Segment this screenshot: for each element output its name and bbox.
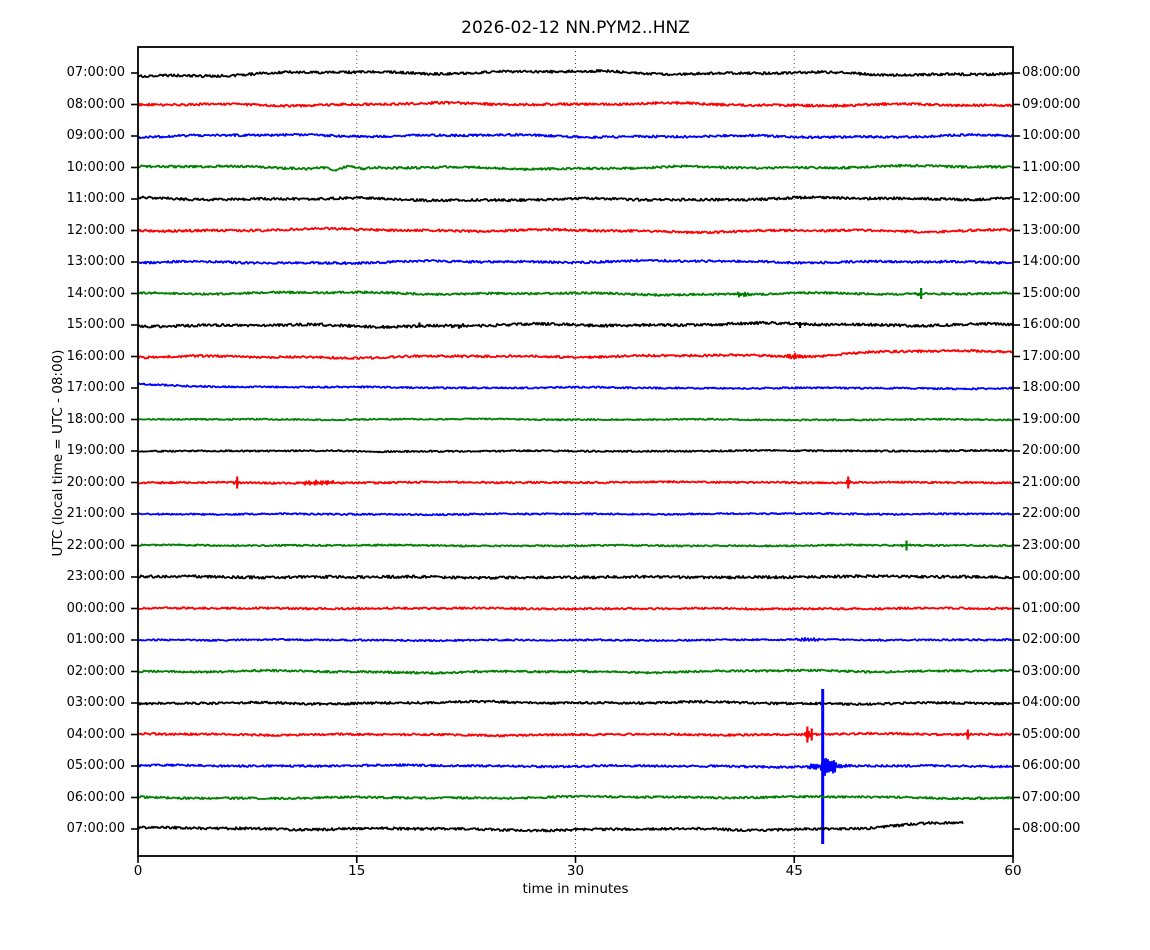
x-axis-label: time in minutes	[522, 881, 629, 897]
row-end-time-label: 20:00:00	[1022, 443, 1081, 458]
row-start-time-label: 08:00:00	[66, 96, 125, 112]
row-start-time-label: 20:00:00	[66, 474, 125, 490]
trace-row-18:00:00	[137, 417, 1014, 422]
row-end-time-label: 02:00:00	[1022, 632, 1081, 647]
trace-row-11:00:00	[137, 195, 1014, 203]
trace-row-02:00:00	[137, 668, 1014, 675]
row-start-time-label: 14:00:00	[66, 285, 125, 301]
trace-row-03:00:00	[137, 699, 1014, 706]
row-end-time-label: 06:00:00	[1022, 758, 1081, 773]
row-end-time-label: 04:00:00	[1022, 695, 1081, 710]
row-start-time-label: 01:00:00	[66, 632, 125, 647]
row-start-time-label: 23:00:00	[66, 569, 125, 584]
row-start-time-label: 15:00:00	[66, 317, 125, 332]
x-tick-label-60: 60	[1004, 863, 1022, 879]
row-end-time-label: 07:00:00	[1022, 789, 1081, 805]
row-start-time-label: 13:00:00	[66, 254, 125, 269]
row-start-time-label: 12:00:00	[66, 222, 125, 238]
trace-row-07:00:00	[137, 69, 1014, 79]
trace-row-06:00:00	[137, 794, 1014, 801]
x-tick-label-30: 30	[566, 863, 585, 879]
row-end-time-label: 16:00:00	[1022, 317, 1081, 332]
row-start-time-label: 07:00:00	[66, 821, 125, 836]
row-end-time-label: 01:00:00	[1022, 600, 1081, 616]
trace-row-04:00:00	[137, 730, 1014, 739]
trace-row-15:00:00	[137, 320, 1014, 330]
row-end-time-label: 08:00:00	[1022, 65, 1081, 80]
row-end-time-label: 10:00:00	[1022, 128, 1081, 143]
trace-row-10:00:00	[137, 163, 1014, 172]
row-start-time-label: 02:00:00	[66, 663, 125, 679]
row-end-time-label: 22:00:00	[1022, 506, 1081, 521]
row-start-time-label: 21:00:00	[66, 506, 125, 521]
row-end-time-label: 08:00:00	[1022, 821, 1081, 836]
row-start-time-label: 03:00:00	[66, 695, 125, 710]
row-start-time-label: 05:00:00	[66, 758, 125, 773]
trace-row-00:00:00	[137, 606, 1014, 611]
row-end-time-label: 13:00:00	[1022, 222, 1081, 238]
x-tick-label-15: 15	[348, 863, 366, 879]
trace-row-13:00:00	[137, 258, 1014, 266]
row-end-time-label: 19:00:00	[1022, 411, 1081, 427]
row-start-time-label: 11:00:00	[66, 191, 125, 206]
row-start-time-label: 22:00:00	[66, 537, 125, 553]
trace-row-09:00:00	[137, 132, 1014, 140]
trace-row-05:00:00	[137, 757, 1014, 777]
trace-row-12:00:00	[137, 226, 1014, 235]
row-start-time-label: 18:00:00	[66, 411, 125, 427]
axes-border	[137, 46, 1014, 857]
row-end-time-label: 15:00:00	[1022, 285, 1081, 301]
row-start-time-label: 17:00:00	[66, 380, 125, 395]
row-start-time-label: 16:00:00	[66, 348, 125, 364]
row-end-time-label: 14:00:00	[1022, 254, 1081, 269]
row-start-time-label: 10:00:00	[66, 159, 125, 175]
trace-row-14:00:00	[137, 290, 1014, 298]
row-end-time-label: 05:00:00	[1022, 726, 1081, 742]
row-start-time-label: 19:00:00	[66, 443, 125, 458]
row-start-time-label: 06:00:00	[66, 789, 125, 805]
row-end-time-label: 03:00:00	[1022, 663, 1081, 679]
trace-row-16:00:00	[137, 348, 1014, 360]
row-end-time-label: 09:00:00	[1022, 96, 1081, 112]
row-start-time-label: 04:00:00	[66, 726, 125, 742]
row-end-time-label: 23:00:00	[1022, 537, 1081, 553]
trace-row-17:00:00	[137, 382, 1014, 391]
x-tick-label-0: 0	[133, 863, 143, 879]
row-end-time-label: 00:00:00	[1022, 569, 1081, 584]
row-end-time-label: 18:00:00	[1022, 380, 1081, 395]
trace-row-23:00:00	[137, 574, 1014, 580]
x-tick-label-45: 45	[785, 863, 803, 879]
trace-row-01:00:00	[137, 636, 1014, 643]
row-end-time-label: 21:00:00	[1022, 474, 1081, 490]
row-start-time-label: 00:00:00	[66, 600, 125, 616]
trace-row-07:00:00	[137, 820, 964, 833]
row-end-time-label: 12:00:00	[1022, 191, 1081, 206]
row-start-time-label: 09:00:00	[66, 128, 125, 143]
trace-row-21:00:00	[137, 511, 1014, 517]
chart-title: 2026-02-12 NN.PYM2..HNZ	[461, 18, 690, 38]
row-end-time-label: 11:00:00	[1022, 159, 1081, 175]
trace-row-20:00:00	[137, 479, 1014, 486]
row-end-time-label: 17:00:00	[1022, 348, 1081, 364]
trace-row-19:00:00	[137, 448, 1014, 454]
trace-row-08:00:00	[137, 100, 1014, 108]
row-start-time-label: 07:00:00	[66, 65, 125, 80]
trace-row-22:00:00	[137, 543, 1014, 548]
